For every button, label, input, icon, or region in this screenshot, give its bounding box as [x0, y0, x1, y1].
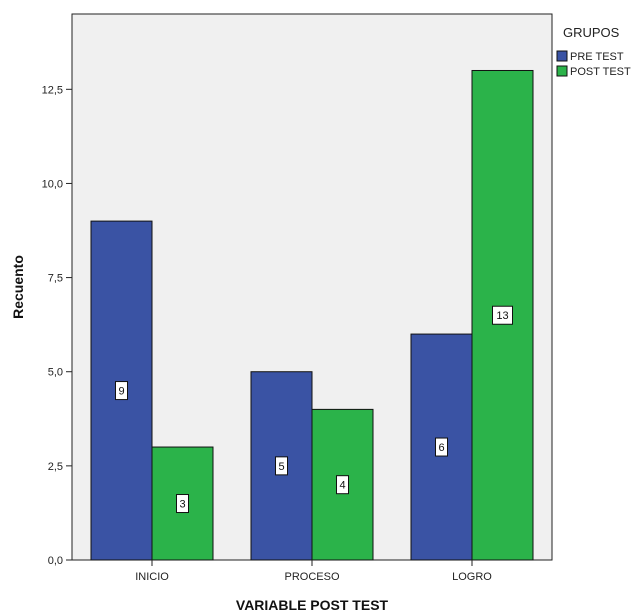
data-label-box — [115, 381, 128, 401]
legend-title: GRUPOS — [563, 25, 620, 40]
y-tick-label: 2,5 — [48, 461, 63, 473]
data-label-box — [492, 305, 513, 325]
y-tick-label: 10,0 — [42, 178, 63, 190]
data-label: 13 — [496, 310, 508, 322]
data-label-box — [176, 494, 189, 514]
y-axis-title: Recuento — [10, 255, 26, 319]
x-axis-ticks: INICIO PROCESO LOGRO — [135, 560, 492, 583]
y-axis-ticks: 0,0 2,5 5,0 7,5 10,0 12,5 — [42, 84, 72, 567]
data-label: 4 — [339, 480, 345, 492]
data-label-box — [435, 437, 448, 457]
legend-label: PRE TEST — [570, 51, 624, 63]
y-tick-label: 0,0 — [48, 555, 63, 567]
data-label-box — [275, 456, 288, 476]
x-tick-label: PROCESO — [284, 571, 339, 583]
bars: 9 3 5 4 6 13 — [90, 69, 534, 561]
x-tick-label: LOGRO — [452, 571, 492, 583]
data-label-box — [336, 475, 349, 495]
data-label: 3 — [179, 499, 185, 511]
data-label: 5 — [278, 461, 284, 473]
x-axis-title: VARIABLE POST TEST — [236, 597, 389, 613]
y-tick-label: 5,0 — [48, 367, 63, 379]
y-tick-label: 12,5 — [42, 84, 63, 96]
legend-swatch — [556, 65, 568, 77]
x-tick-label: INICIO — [135, 571, 169, 583]
data-label: 6 — [438, 442, 444, 454]
y-tick-label: 7,5 — [48, 273, 63, 285]
legend-label: POST TEST — [570, 66, 631, 78]
legend-swatch — [556, 50, 568, 62]
legend: PRE TEST POST TEST — [556, 50, 631, 78]
data-label: 9 — [118, 386, 124, 398]
